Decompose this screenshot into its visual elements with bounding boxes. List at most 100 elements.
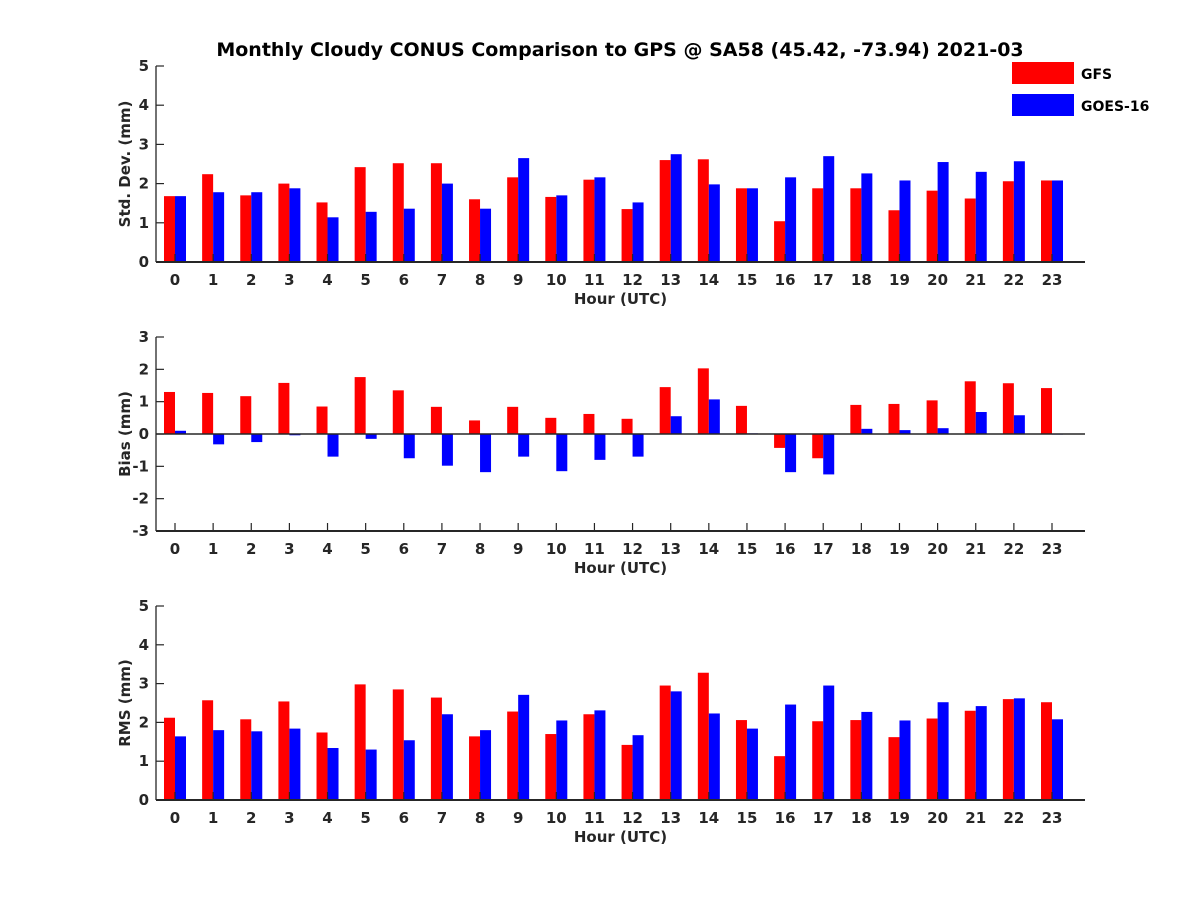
bar-goes-16-hour-16	[785, 434, 797, 473]
legend-swatch-goes-16	[1012, 94, 1074, 116]
x-tick-label: 16	[775, 540, 796, 558]
bar-gfs-hour-15	[735, 720, 747, 800]
x-tick-label: 16	[775, 809, 796, 827]
y-tick-label: 5	[139, 597, 149, 615]
bar-goes-16-hour-17	[823, 685, 835, 800]
x-tick-label: 11	[584, 809, 605, 827]
bar-gfs-hour-16	[774, 756, 786, 800]
bar-gfs-hour-23	[1041, 388, 1052, 434]
bar-gfs-hour-4	[316, 732, 328, 800]
x-tick-label: 13	[660, 540, 681, 558]
bar-gfs-hour-0	[164, 717, 175, 800]
bar-goes-16-hour-14	[708, 399, 720, 434]
x-tick-label: 12	[622, 540, 643, 558]
x-tick-label: 10	[546, 271, 567, 289]
bar-gfs-hour-5	[354, 684, 366, 800]
x-tick-label: 14	[698, 271, 719, 289]
y-tick-label: 3	[139, 135, 149, 153]
bar-gfs-hour-0	[164, 391, 175, 434]
bar-gfs-hour-2	[240, 195, 252, 262]
legend-label-gfs: GFS	[1081, 67, 1112, 83]
bar-goes-16-hour-22	[1013, 698, 1025, 800]
y-axis-label: RMS (mm)	[116, 659, 134, 746]
bar-goes-16-hour-13	[670, 154, 682, 262]
x-tick-label: 5	[360, 809, 370, 827]
bar-gfs-hour-16	[774, 434, 786, 448]
bar-goes-16-hour-20	[937, 162, 949, 262]
bar-gfs-hour-15	[735, 188, 747, 262]
bar-goes-16-hour-12	[632, 735, 644, 800]
bar-gfs-hour-4	[316, 202, 328, 262]
bar-gfs-hour-13	[659, 387, 671, 434]
x-tick-label: 8	[475, 540, 485, 558]
bar-gfs-hour-18	[850, 720, 862, 800]
bar-gfs-hour-18	[850, 404, 862, 434]
x-tick-label: 23	[1042, 271, 1063, 289]
bar-goes-16-hour-8	[480, 434, 492, 473]
bar-gfs-hour-6	[392, 163, 404, 262]
bar-goes-16-hour-2	[251, 434, 263, 443]
bar-goes-16-hour-9	[518, 694, 530, 800]
bar-goes-16-hour-6	[403, 434, 415, 459]
y-tick-label: 0	[139, 253, 149, 271]
x-axis-label: Hour (UTC)	[574, 559, 667, 577]
x-tick-label: 5	[360, 540, 370, 558]
bar-gfs-hour-20	[926, 400, 938, 434]
x-tick-label: 19	[889, 540, 910, 558]
x-tick-label: 16	[775, 271, 796, 289]
x-tick-label: 1	[208, 809, 218, 827]
bar-goes-16-hour-13	[670, 416, 682, 434]
x-tick-label: 5	[360, 271, 370, 289]
bar-goes-16-hour-11	[594, 177, 606, 262]
bar-goes-16-hour-8	[480, 730, 492, 800]
x-tick-label: 1	[208, 271, 218, 289]
bar-gfs-hour-9	[507, 711, 519, 800]
bar-gfs-hour-7	[430, 697, 442, 800]
x-tick-label: 3	[284, 809, 294, 827]
bar-gfs-hour-7	[430, 163, 442, 262]
x-tick-label: 7	[437, 809, 447, 827]
bar-goes-16-hour-6	[403, 740, 415, 800]
x-tick-label: 0	[170, 271, 180, 289]
x-axis-label: Hour (UTC)	[574, 828, 667, 846]
y-tick-label: 1	[139, 393, 149, 411]
x-tick-label: 7	[437, 540, 447, 558]
x-tick-label: 20	[927, 271, 948, 289]
x-tick-label: 9	[513, 271, 523, 289]
bar-goes-16-hour-10	[556, 720, 568, 800]
bar-gfs-hour-20	[926, 718, 938, 800]
x-tick-label: 4	[322, 271, 332, 289]
x-tick-label: 23	[1042, 540, 1063, 558]
y-tick-label: 0	[139, 425, 149, 443]
bar-goes-16-hour-14	[708, 184, 720, 262]
x-tick-label: 4	[322, 809, 332, 827]
bar-gfs-hour-20	[926, 190, 938, 262]
x-tick-label: 3	[284, 540, 294, 558]
bar-gfs-hour-2	[240, 396, 252, 434]
x-tick-label: 8	[475, 809, 485, 827]
x-tick-label: 20	[927, 809, 948, 827]
x-tick-label: 0	[170, 809, 180, 827]
bar-goes-16-hour-16	[785, 177, 797, 262]
y-tick-label: 2	[139, 175, 149, 193]
x-tick-label: 12	[622, 271, 643, 289]
x-tick-label: 12	[622, 809, 643, 827]
bar-goes-16-hour-10	[556, 195, 568, 262]
bar-goes-16-hour-14	[708, 713, 720, 800]
y-tick-label: 0	[139, 791, 149, 809]
bar-goes-16-hour-11	[594, 710, 606, 800]
bar-goes-16-hour-21	[975, 171, 987, 262]
x-tick-label: 6	[399, 271, 409, 289]
bar-gfs-hour-6	[392, 689, 404, 800]
bar-gfs-hour-17	[812, 188, 824, 262]
bar-goes-16-hour-20	[937, 428, 949, 434]
x-tick-label: 2	[246, 271, 256, 289]
bar-goes-16-hour-5	[365, 434, 377, 439]
bar-goes-16-hour-5	[365, 211, 377, 262]
bar-gfs-hour-11	[583, 714, 595, 800]
bar-goes-16-hour-7	[441, 183, 453, 262]
bar-goes-16-hour-3	[289, 188, 301, 262]
